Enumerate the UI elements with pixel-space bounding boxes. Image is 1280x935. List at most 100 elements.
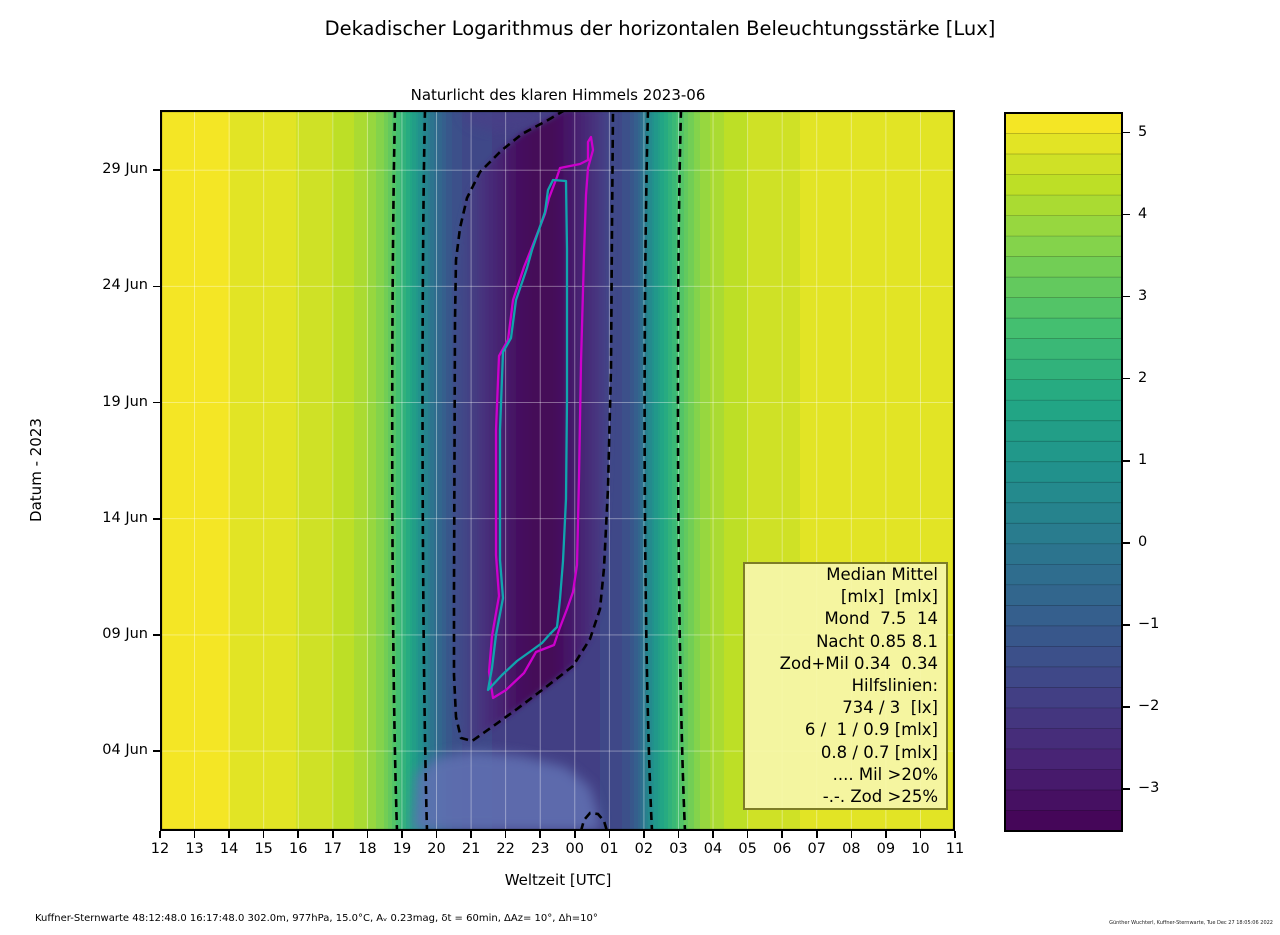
figure-title: Dekadischer Logarithmus der horizontalen… bbox=[324, 17, 996, 40]
axes-title: Naturlicht des klaren Himmels 2023-06 bbox=[410, 86, 706, 104]
y-tick-label: 19 Jun bbox=[102, 393, 148, 410]
tick-mark bbox=[746, 831, 749, 838]
station-info: Kuffner-Sternwarte 48:12:48.0 16:17:48.0… bbox=[35, 913, 598, 924]
tick-mark bbox=[1123, 295, 1130, 298]
x-tick-label: 13 bbox=[185, 841, 204, 857]
tick-mark bbox=[850, 831, 853, 838]
x-tick-label: 03 bbox=[669, 841, 688, 857]
tick-mark bbox=[153, 634, 160, 636]
x-tick-label: 11 bbox=[945, 841, 965, 857]
tick-mark bbox=[153, 401, 160, 404]
tick-mark bbox=[885, 831, 887, 838]
tick-mark bbox=[781, 831, 783, 838]
legend-line: Nacht 0.85 8.1 bbox=[816, 631, 938, 651]
x-tick-label: 17 bbox=[323, 841, 343, 857]
x-tick-label: 02 bbox=[634, 841, 654, 857]
tick-mark bbox=[608, 831, 611, 838]
tick-mark bbox=[435, 831, 438, 838]
tick-mark bbox=[332, 831, 334, 838]
tick-mark bbox=[262, 831, 265, 838]
x-tick-label: 12 bbox=[150, 841, 170, 857]
y-tick-label: 09 Jun bbox=[102, 625, 148, 642]
y-tick-label: 29 Jun bbox=[102, 161, 148, 178]
credit-text: Günther Wuchterl, Kuffner-Sternwarte, Tu… bbox=[1109, 920, 1273, 926]
tick-mark bbox=[1123, 624, 1130, 626]
x-tick-label: 15 bbox=[254, 841, 273, 857]
contour-plot bbox=[160, 110, 955, 831]
x-tick-label: 18 bbox=[358, 841, 377, 857]
x-tick-labels: 12 13 14 15 16 17 18 19 20 21 22 23 00 01 02 03 04 05 06 07… bbox=[0, 841, 1280, 861]
legend-line: 734 / 3 [lx] bbox=[842, 698, 938, 718]
x-tick-label: 22 bbox=[496, 841, 515, 857]
x-tick-label: 16 bbox=[289, 841, 308, 857]
colorbar-tick-label: −3 bbox=[1138, 779, 1160, 796]
tick-mark bbox=[539, 831, 541, 838]
legend-line: Hilfslinien: bbox=[851, 675, 938, 695]
x-tick-label: 01 bbox=[600, 841, 619, 857]
x-tick-label: 14 bbox=[219, 841, 239, 857]
tick-mark bbox=[228, 831, 230, 838]
tick-mark bbox=[193, 831, 196, 838]
tick-mark bbox=[1123, 377, 1130, 380]
tick-mark bbox=[954, 831, 956, 838]
x-axis-label: Weltzeit [UTC] bbox=[504, 871, 612, 889]
tick-mark bbox=[1123, 788, 1130, 790]
x-tick-label: 07 bbox=[807, 841, 826, 857]
colorbar-tick-label: −1 bbox=[1138, 615, 1160, 632]
colorbar-tick-label: 0 bbox=[1138, 533, 1148, 550]
tick-mark bbox=[573, 831, 576, 838]
x-tick-label: 09 bbox=[876, 841, 896, 857]
y-tick-label: 24 Jun bbox=[102, 277, 148, 294]
legend-line: Mond 7.5 14 bbox=[824, 609, 938, 629]
tick-mark bbox=[815, 831, 818, 838]
tick-mark bbox=[153, 169, 160, 171]
legend-line: Median Mittel bbox=[826, 564, 938, 584]
tick-mark bbox=[504, 831, 507, 838]
x-tick-label: 05 bbox=[738, 841, 757, 857]
tick-mark bbox=[643, 831, 645, 838]
x-tick-label: 20 bbox=[427, 841, 446, 857]
colorbar bbox=[1004, 112, 1123, 832]
y-tick-labels: 29 Jun 24 Jun 19 Jun 14 Jun 09 Jun 04 Jun bbox=[58, 0, 148, 935]
legend-line: .... Mil >20% bbox=[832, 764, 938, 784]
y-tick-label: 14 Jun bbox=[102, 509, 148, 526]
colorbar-tick-label: −2 bbox=[1138, 697, 1160, 714]
x-tick-label: 23 bbox=[530, 841, 550, 857]
tick-mark bbox=[153, 750, 160, 752]
tick-mark bbox=[677, 831, 680, 838]
colorbar-tick-label: 3 bbox=[1138, 287, 1148, 304]
colorbar-tick-label: 1 bbox=[1138, 451, 1148, 468]
colorbar-tick-label: 5 bbox=[1138, 123, 1148, 140]
colorbar-tick-labels: 5 4 3 2 1 0 −1 −2 −3 bbox=[1138, 0, 1188, 935]
legend-line: -.-. Zod >25% bbox=[822, 786, 938, 806]
tick-mark bbox=[1123, 213, 1130, 216]
tick-mark bbox=[1123, 706, 1130, 708]
legend-line: [mlx] [mlx] bbox=[840, 587, 938, 607]
legend-line: Zod+Mil 0.34 0.34 bbox=[779, 653, 938, 673]
legend-line: 0.8 / 0.7 [mlx] bbox=[820, 742, 938, 762]
colorbar-tick-label: 2 bbox=[1138, 369, 1148, 386]
y-axis-label: Datum - 2023 bbox=[27, 418, 45, 522]
tick-mark bbox=[401, 831, 403, 838]
tick-mark bbox=[919, 831, 922, 838]
x-tick-label: 10 bbox=[911, 841, 930, 857]
legend-box: Median Mittel [mlx] [mlx] Mond 7.5 14 Nacht… bbox=[743, 562, 948, 810]
legend-line: 6 / 1 / 0.9 [mlx] bbox=[804, 720, 938, 740]
tick-mark bbox=[153, 285, 160, 288]
tick-mark bbox=[1123, 131, 1130, 134]
x-tick-label: 04 bbox=[703, 841, 723, 857]
x-tick-label: 08 bbox=[842, 841, 861, 857]
tick-mark bbox=[470, 831, 472, 838]
tick-mark bbox=[712, 831, 714, 838]
x-tick-label: 06 bbox=[772, 841, 792, 857]
x-tick-label: 00 bbox=[565, 841, 584, 857]
tick-mark bbox=[366, 831, 369, 838]
tick-mark bbox=[1123, 542, 1130, 544]
tick-mark bbox=[297, 831, 300, 838]
tick-mark bbox=[1123, 459, 1130, 462]
x-tick-label: 21 bbox=[461, 841, 481, 857]
colorbar-tick-label: 4 bbox=[1138, 205, 1148, 222]
y-tick-label: 04 Jun bbox=[102, 742, 148, 759]
tick-mark bbox=[159, 831, 161, 838]
